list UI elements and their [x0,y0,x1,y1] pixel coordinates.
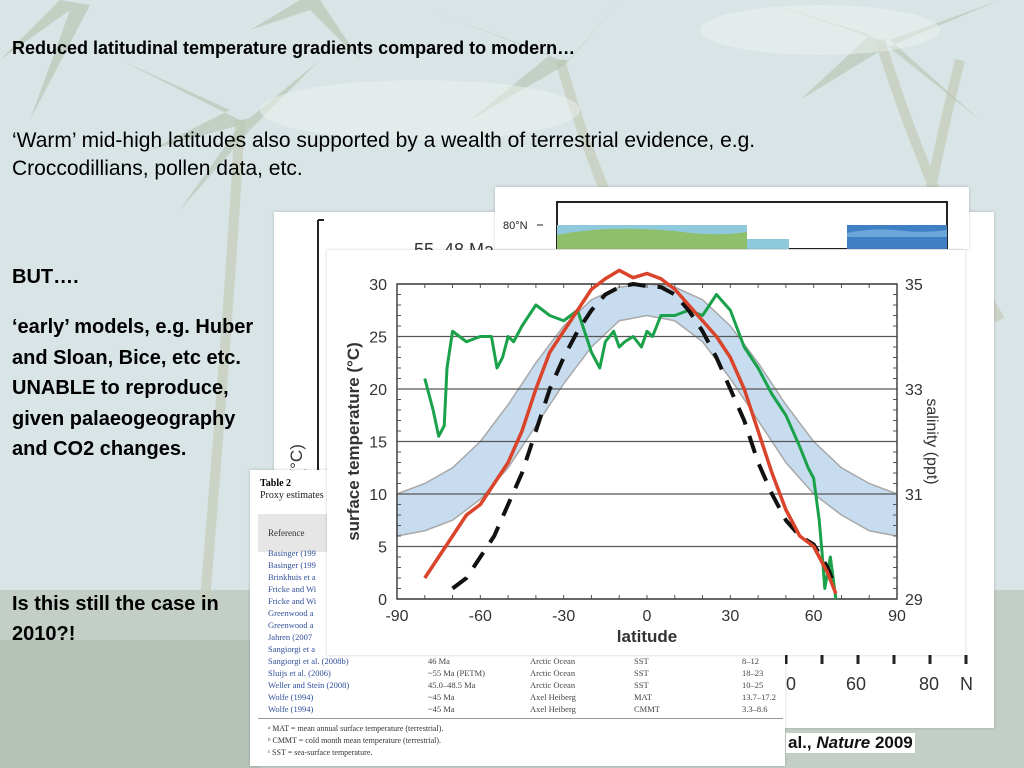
table-cell-proxy: MAT [634,692,652,702]
map-figure-svg: 80°N [503,201,948,249]
dashed-series-line [451,282,838,591]
y-tick-label: 15 [369,435,387,452]
table-cell-age: 46 Ma [428,656,450,666]
table-cell-ref: Sluijs et al. (2006) [268,668,331,678]
citation: al., Nature 2009 [786,733,915,753]
x-tick-label: 30 [721,608,739,625]
temperature-series-line [423,268,838,595]
table-cell-temp: 8–12 [742,656,759,666]
table-cell-ref: Wolfe (1994) [268,692,314,702]
y-tick-label: 30 [369,277,387,294]
table-cell-loc: Arctic Ocean [530,656,576,666]
y-tick-label: 0 [378,592,387,609]
table-cell-proxy: SST [634,668,649,678]
temperature-chart: 0 5 10 15 20 25 30 29 31 33 35 -90 -60 -30 0 30 60 90 lati… [327,250,965,655]
table-cell-age: ~55 Ma (PETM) [428,668,486,678]
citation-prefix: al., [788,733,817,752]
y-tick-label: 5 [378,540,387,557]
but-text: BUT…. [12,266,79,288]
table-header-reference: Reference [268,528,305,538]
table-cell-ref: Sangiorgi et al. (2008b) [268,656,349,666]
table-cell-ref: Fricke and Wi [268,596,317,606]
table-cell-age: 45.0–48.5 Ma [428,680,476,690]
y-axis-label: surface temperature (°C) [344,342,363,541]
slide-heading: Reduced latitudinal temperature gradient… [12,38,576,58]
table-cell-temp: 13.7–17.2 [742,692,776,702]
map-figure: 80°N [495,187,969,249]
table-cell-ref: Basinger (199 [268,560,316,570]
table-cell-ref: Wolfe (1994) [268,704,314,714]
table-cell-ref: Greenwood a [268,620,314,630]
salinity-series-line [423,293,838,600]
y2-tick-label: 29 [905,592,923,609]
table-cell-proxy: SST [634,680,649,690]
table-footnote: ᵃ MAT = mean annual surface temperature … [268,724,444,733]
table-cell-temp: 3.3–8.6 [742,704,768,714]
y2-tick-label: 33 [905,382,923,399]
table-cell-temp: 18–23 [742,668,764,678]
x-tick-label: 90 [888,608,906,625]
x-tick-label: 60 [805,608,823,625]
table-cell-ref: Fricke and Wi [268,584,317,594]
y2-tick-label: 31 [905,487,923,504]
sst-xtick-60: 60 [846,674,866,694]
y2-axis-label: salinity (ppt) [923,398,940,484]
x-axis-label: latitude [617,627,677,646]
temperature-chart-svg: 0 5 10 15 20 25 30 29 31 33 35 -90 -60 -30 0 30 60 90 lati… [344,268,940,646]
table-cell-loc: Axel Heiberg [530,704,576,714]
x-tick-label: -30 [552,608,575,625]
table-cell-loc: Arctic Ocean [530,680,576,690]
table-cell-ref: Basinger (199 [268,548,316,558]
question-text: Is this still the case in 2010?! [12,593,219,645]
table-cell-age: ~45 Ma [428,692,455,702]
early-models-text: ‘early’ models, e.g. Huber and Sloan, Bi… [12,316,254,460]
table-cell-loc: Arctic Ocean [530,668,576,678]
y-tick-label: 25 [369,330,387,347]
table-cell-proxy: CMMT [634,704,660,714]
sst-xtick-0: 0 [786,674,796,694]
table-title: Table 2 [260,478,292,489]
table-caption: Proxy estimates [260,490,324,501]
table-cell-age: ~45 Ma [428,704,455,714]
table-footnote: ᵇ CMMT = cold month mean temperature (te… [268,736,442,745]
table-cell-loc: Axel Heiberg [530,692,576,702]
y2-tick-label: 35 [905,277,923,294]
x-tick-label: -60 [469,608,492,625]
table-footnote: ᶜ SST = sea-surface temperature. [268,748,373,757]
map-lat-label: 80°N [503,220,528,232]
y-tick-label: 20 [369,382,387,399]
table-cell-temp: 10–25 [742,680,764,690]
table-cell-ref: Greenwood a [268,608,314,618]
table-cell-ref: Brinkhuis et a [268,572,316,582]
warm-latitudes-text: ‘Warm’ mid-high latitudes also supported… [12,129,756,180]
plot-frame [396,283,898,600]
x-tick-label: -90 [385,608,408,625]
x-tick-label: 0 [643,608,652,625]
table-cell-proxy: SST [634,656,649,666]
citation-journal: Nature [816,733,871,752]
table-cell-ref: Jahren (2007 [268,632,313,642]
citation-year: 2009 [870,733,913,752]
sst-xtick-n: N [960,674,973,694]
table-cell-ref: Sangiorgi et a [268,644,316,654]
table-cell-ref: Weller and Stein (2008) [268,680,350,690]
sst-xtick-80: 80 [919,674,939,694]
y-tick-label: 10 [369,487,387,504]
model-range-band [396,283,898,537]
